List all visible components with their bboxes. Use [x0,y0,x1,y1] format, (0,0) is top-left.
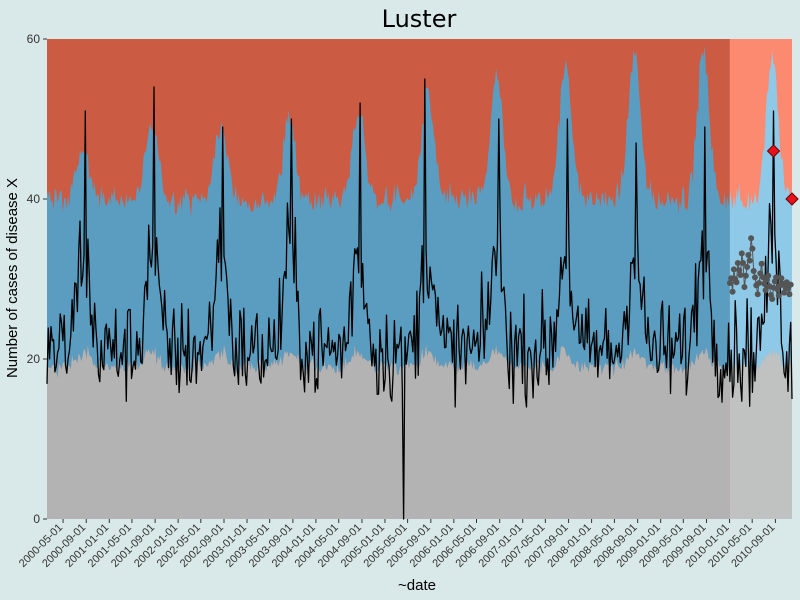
expected-point-15 [746,257,753,264]
expected-point-32 [769,296,776,302]
expected-point-39 [778,275,785,282]
y-axis-label: Number of cases of disease X [4,178,21,378]
chart-title: Luster [382,5,457,33]
expected-point-5 [733,279,740,286]
expected-point-21 [754,291,761,298]
expected-point-12 [742,272,749,279]
expected-point-18 [750,268,757,274]
expected-point-35 [773,274,780,281]
expected-point-8 [737,272,744,278]
expected-point-11 [741,284,748,290]
expected-point-17 [749,245,756,252]
alarm-marker-1 [785,192,799,206]
expected-point-41 [781,289,788,296]
expected-point-6 [734,260,741,266]
y-axis: 0 20 40 60 [27,32,47,526]
expected-point-3 [730,266,737,273]
alarm-marker-0 [766,144,781,158]
observed-cases-line [46,78,793,520]
expected-point-37 [775,292,782,299]
expected-point-13 [744,264,751,270]
expected-point-0 [726,280,733,286]
lower-band-current [729,348,792,519]
expected-point-2 [729,288,736,295]
y-tick-label-2: 40 [27,192,41,206]
x-axis-label: ~date [398,577,436,594]
y-tick-label-3: 60 [27,32,41,46]
plot-area [46,39,799,520]
expected-point-29 [765,272,772,279]
expected-point-7 [736,267,743,274]
expected-point-46 [787,281,794,288]
expected-point-16 [748,235,755,242]
expected-point-9 [738,250,745,257]
expected-point-27 [762,287,769,294]
expected-point-22 [756,280,762,286]
lower-band-past [47,344,730,519]
expected-point-10 [740,260,747,266]
expected-point-14 [745,252,752,258]
y-tick-label-0: 0 [33,512,40,526]
expected-point-19 [752,274,758,281]
expected-point-45 [786,291,793,298]
expected-point-24 [758,260,765,267]
x-axis: 2000-05-012000-09-012001-01-012001-05-01… [17,519,778,570]
y-tick-label-1: 20 [27,352,41,366]
